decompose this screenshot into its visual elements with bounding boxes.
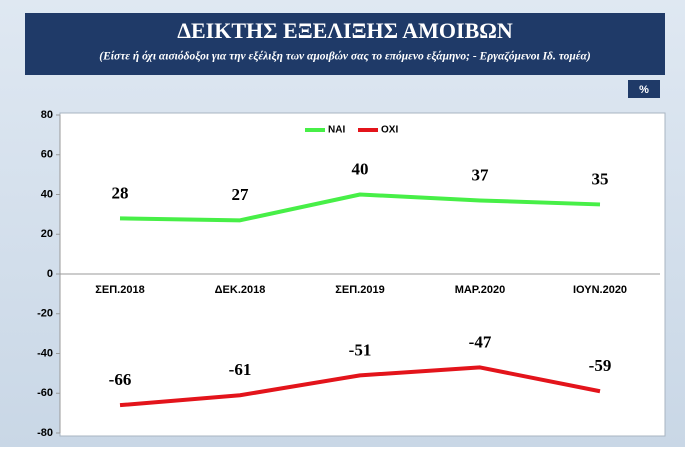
data-label: 35 — [592, 169, 609, 188]
y-tick-label: 40 — [41, 188, 53, 200]
legend-label: ΟΧΙ — [381, 125, 398, 136]
x-tick-label: ΣΕΠ.2019 — [335, 284, 384, 296]
y-tick-label: 80 — [41, 109, 53, 121]
series-line — [119, 192, 601, 223]
data-label: -59 — [589, 356, 612, 375]
chart-title: ΔΕΙΚΤΗΣ ΕΞΕΛΙΞΗΣ ΑΜΟΙΒΩΝ — [177, 18, 513, 43]
y-tick-label: -60 — [37, 387, 53, 399]
data-label: -66 — [109, 370, 132, 389]
y-tick-label: -20 — [37, 308, 53, 320]
legend-label: ΝΑΙ — [328, 125, 345, 136]
data-label: 27 — [232, 185, 250, 204]
data-label: -51 — [349, 340, 372, 359]
data-label: -61 — [229, 360, 252, 379]
data-label: 40 — [352, 159, 369, 178]
chart-subtitle: (Είστε ή όχι αισιόδοξοι για την εξέλιξη … — [99, 50, 591, 63]
y-tick-label: -40 — [37, 347, 53, 359]
y-tick-label: -80 — [37, 427, 53, 439]
y-tick-label: 20 — [41, 228, 53, 240]
data-label: 37 — [472, 165, 490, 184]
x-tick-label: ΔΕΚ.2018 — [215, 284, 266, 296]
y-tick-label: 60 — [41, 149, 53, 161]
series-line — [119, 365, 601, 408]
unit-badge — [628, 80, 660, 98]
x-tick-label: ΣΕΠ.2018 — [95, 284, 144, 296]
data-label: -47 — [469, 332, 492, 351]
x-tick-label: ΙΟΥΝ.2020 — [573, 284, 627, 296]
y-tick-label: 0 — [47, 268, 53, 280]
data-label: 28 — [112, 183, 129, 202]
header-banner — [25, 13, 665, 75]
x-tick-label: ΜΑΡ.2020 — [455, 284, 506, 296]
unit-label: % — [639, 84, 649, 96]
